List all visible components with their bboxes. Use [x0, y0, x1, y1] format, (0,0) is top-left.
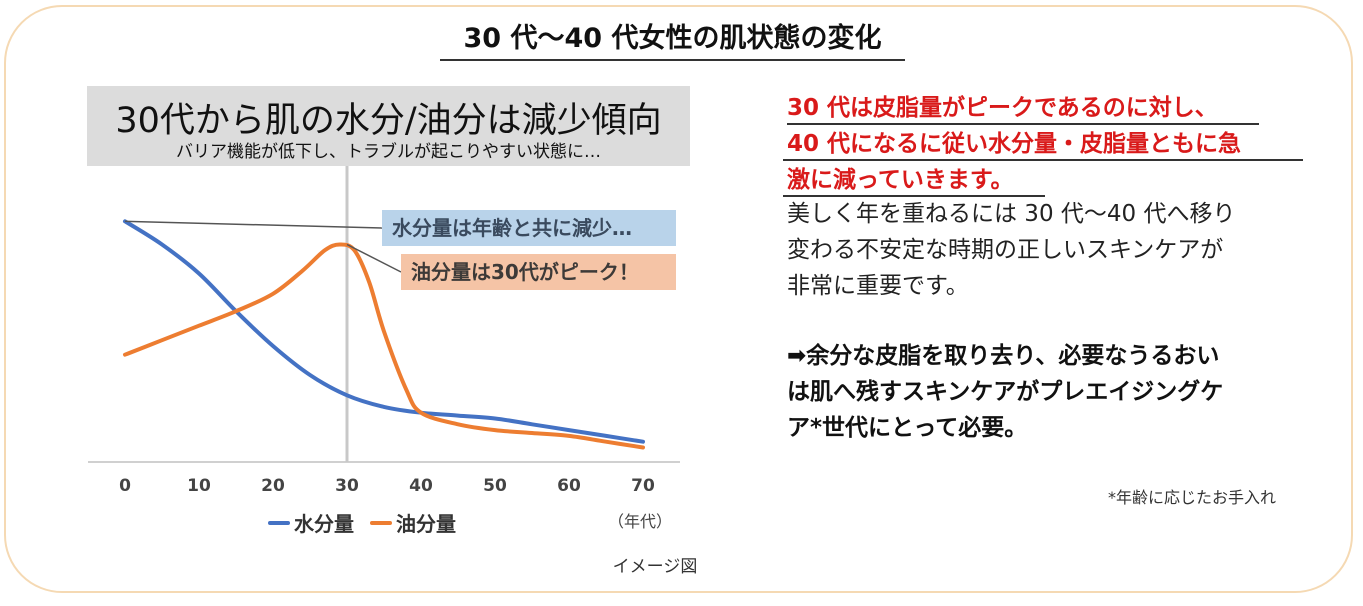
x-tick-label: 0: [119, 476, 131, 496]
body-line: 変わる不安定な時期の正しいスキンケアが: [787, 237, 1224, 263]
water-series-line: [123, 219, 645, 444]
x-tick-label: 70: [631, 476, 655, 496]
bold-line: ➡余分な皮脂を取り去り、必要なうるおい: [787, 343, 1220, 369]
red-text-underline: [783, 159, 1303, 161]
x-tick-label: 50: [483, 476, 507, 496]
x-tick-label: 40: [409, 476, 433, 496]
oil-callout-leader: [346, 243, 402, 273]
oil-series-line: [123, 242, 645, 450]
oil-callout: 油分量は30代がピーク！: [401, 254, 676, 290]
legend-oil-swatch: [370, 520, 392, 525]
chart-heading: 30代から肌の水分/油分は減少傾向: [115, 101, 662, 141]
x-tick-label: 30: [335, 476, 359, 496]
water-callout: 水分量は年齢と共に減少…: [382, 210, 676, 246]
body-paragraph: 美しく年を重ねるには 30 代〜40 代へ移り 変わる不安定な時期の正しいスキン…: [787, 196, 1327, 304]
legend-oil-label: 油分量: [396, 512, 456, 536]
red-text-underline: [787, 123, 1259, 125]
legend-water-label: 水分量: [294, 512, 354, 536]
footnote: *年齢に応じたお手入れ: [1108, 488, 1277, 507]
chart-header-box: 30代から肌の水分/油分は減少傾向 バリア機能が低下し、トラブルが起こりやすい状…: [87, 86, 690, 166]
legend-water: 水分量: [268, 508, 354, 537]
bold-line: は肌へ残すスキンケアがプレエイジングケ: [787, 379, 1224, 405]
red-text-line: 40 代になるに従い水分量・皮脂量ともに急: [787, 131, 1242, 157]
red-text-underline: [783, 195, 1045, 197]
red-text-line: 30 代は皮脂量がピークであるのに対し、: [787, 95, 1218, 121]
bold-paragraph: ➡余分な皮脂を取り去り、必要なうるおい は肌へ残すスキンケアがプレエイジングケ …: [787, 338, 1327, 446]
main-title-underline: [440, 59, 905, 61]
x-tick-label: 20: [261, 476, 285, 496]
x-tick-label: 10: [187, 476, 211, 496]
x-tick-label: 60: [557, 476, 581, 496]
x-axis-unit-label: （年代）: [608, 512, 673, 531]
legend-water-swatch: [268, 520, 290, 525]
body-line: 非常に重要です。: [787, 273, 969, 299]
outer-frame: [4, 5, 1353, 593]
body-line: 美しく年を重ねるには 30 代〜40 代へ移り: [787, 201, 1236, 227]
bold-line: ア*世代にとって必要。: [787, 415, 1028, 441]
chart-subheading: バリア機能が低下し、トラブルが起こりやすい状態に…: [176, 142, 601, 162]
water-callout-leader: [124, 220, 383, 229]
red-text-line: 激に減っていきます。: [787, 167, 1014, 193]
image-caption: イメージ図: [612, 557, 698, 577]
legend-oil: 油分量: [370, 508, 456, 537]
main-title: 30 代〜40 代女性の肌状態の変化: [463, 23, 882, 54]
